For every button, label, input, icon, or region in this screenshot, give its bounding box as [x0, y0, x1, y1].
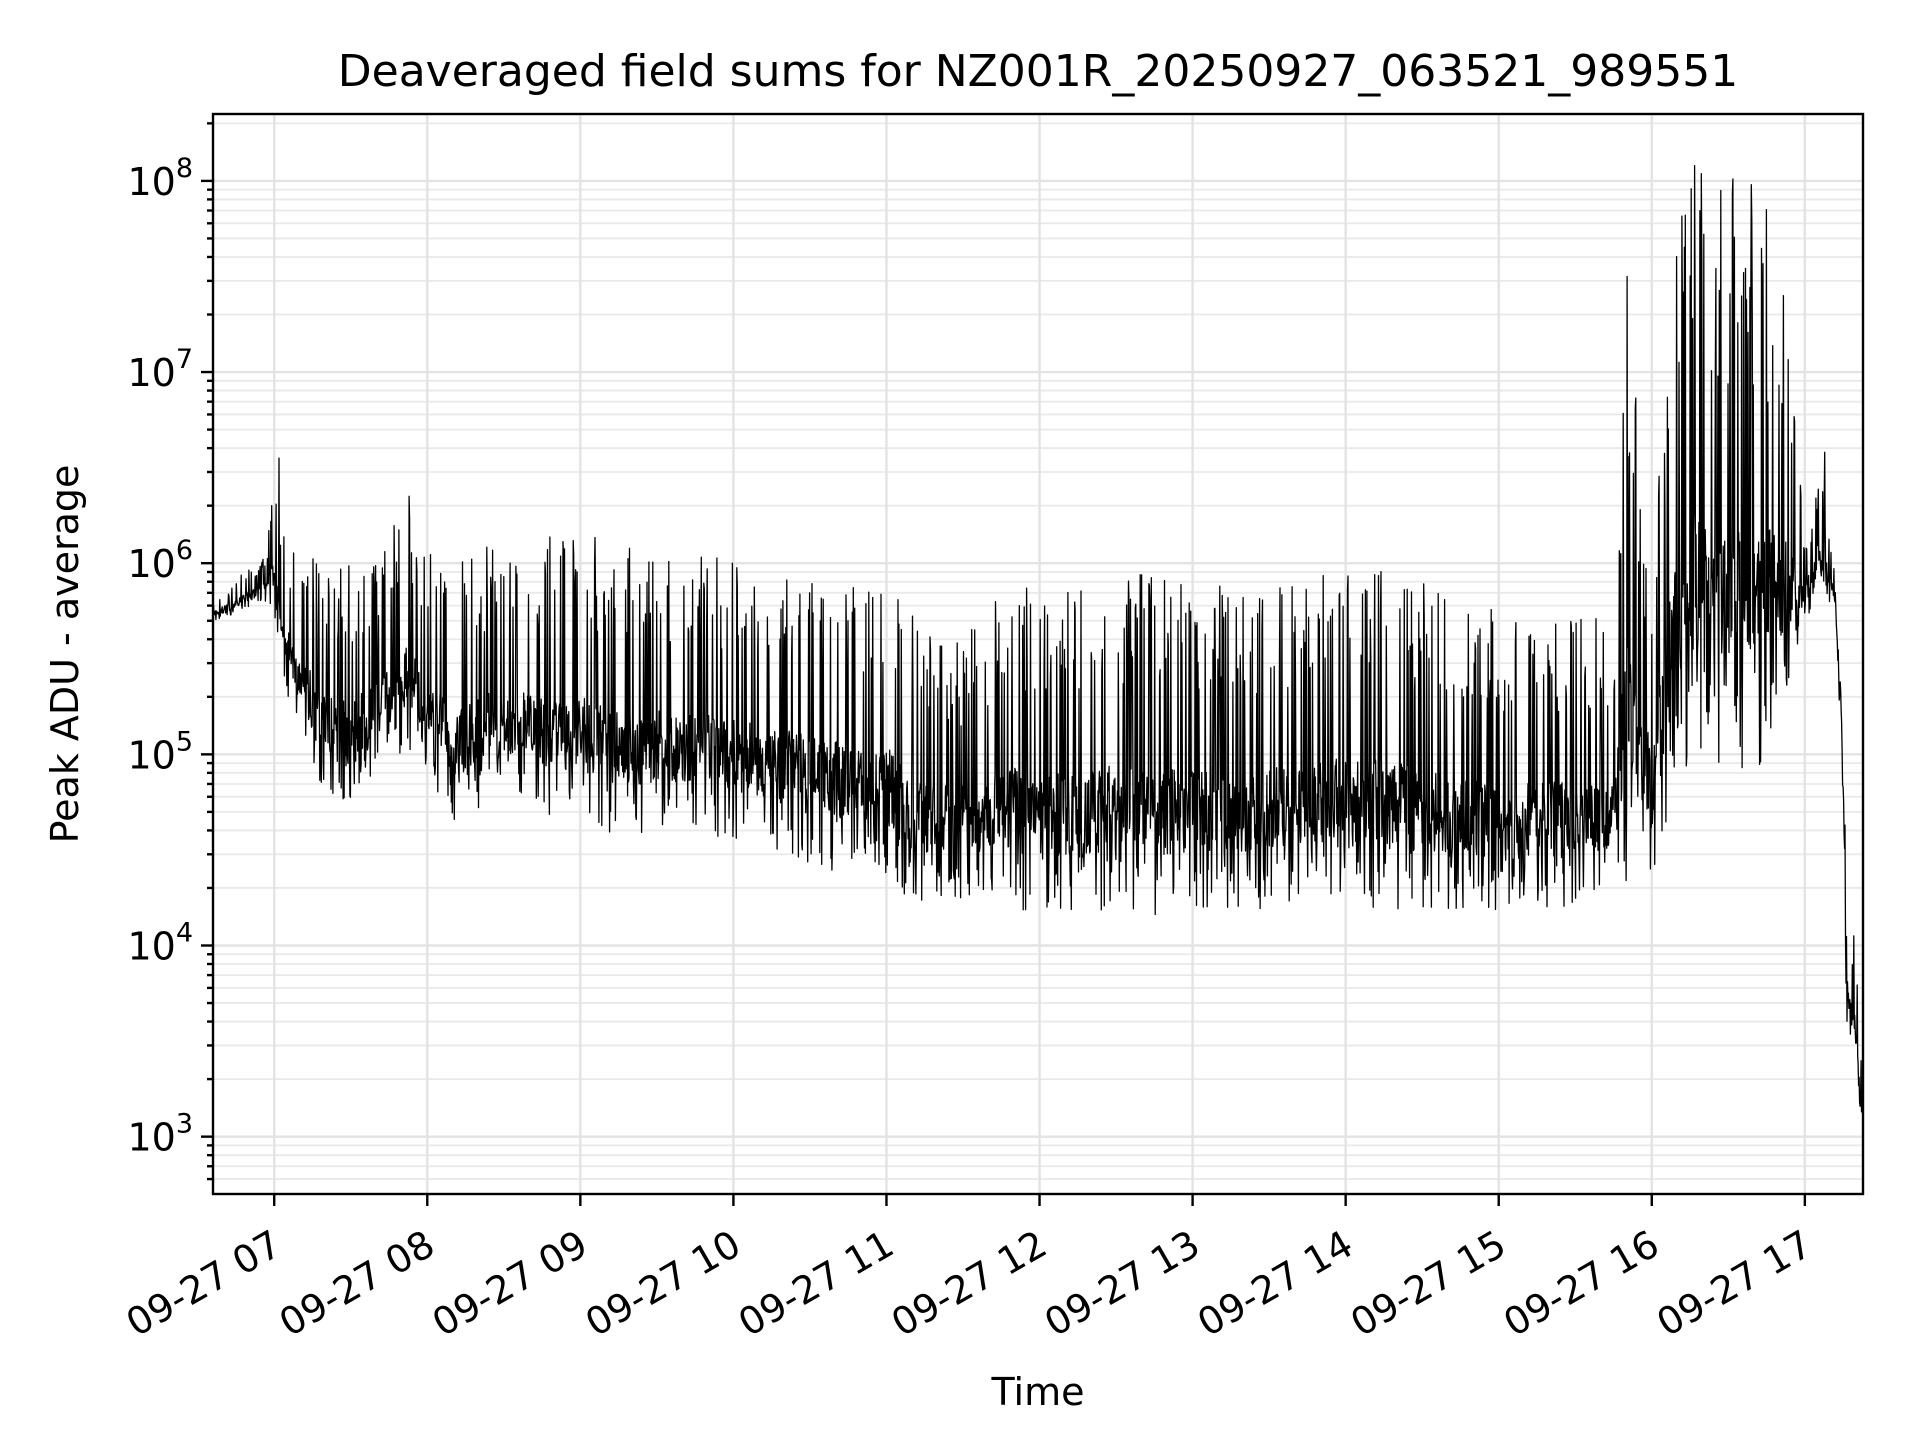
- series-layer: [212, 164, 1864, 1142]
- minor-grid: [213, 122, 1863, 1180]
- y-axis-label: Peak ADU - average: [43, 465, 87, 844]
- y-tick-label: 105: [127, 726, 193, 777]
- y-tick-label: 103: [127, 1109, 193, 1160]
- major-grid: [213, 114, 1863, 1194]
- y-axis: 103 104 105 106 107 108: [127, 122, 213, 1181]
- y-tick-label: 104: [127, 918, 193, 969]
- y-tick-label: 107: [127, 344, 193, 395]
- x-axis-label: Time: [991, 1370, 1085, 1414]
- y-tick-label: 106: [127, 535, 193, 586]
- series-line: [212, 164, 1864, 1142]
- y-tick-label: 108: [127, 153, 193, 204]
- plot-frame: [211, 112, 1865, 1196]
- chart-title: Deaveraged field sums for NZ001R_2025092…: [338, 46, 1738, 97]
